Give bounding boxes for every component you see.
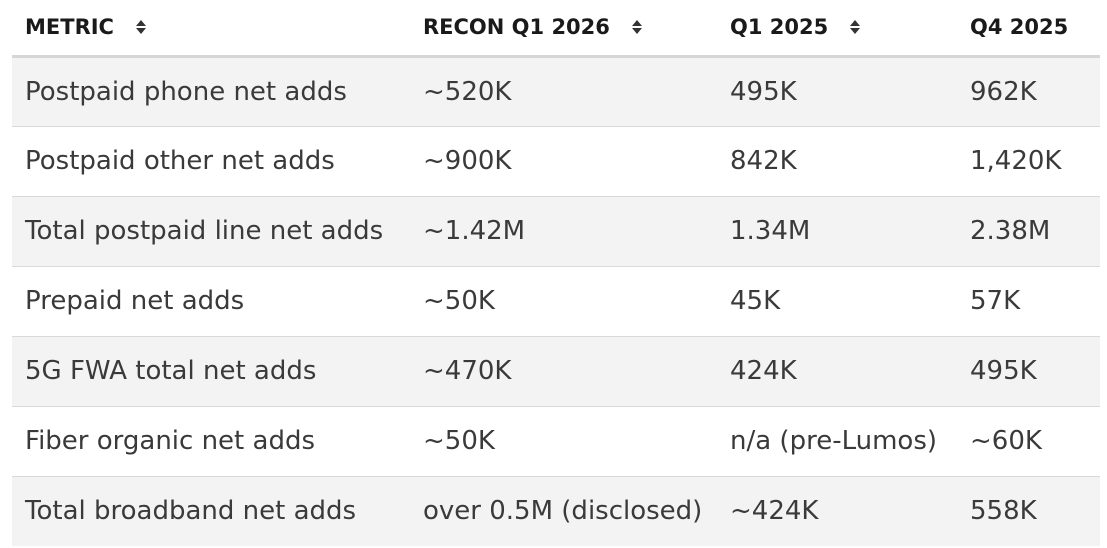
- q4-2025-cell: 962K: [957, 56, 1100, 127]
- recon-q1-2026-cell: ~520K: [410, 56, 717, 127]
- metric-cell: Postpaid other net adds: [12, 126, 410, 197]
- sort-icon[interactable]: [850, 20, 861, 35]
- q1-2025-cell: ~424K: [717, 476, 957, 546]
- recon-q1-2026-cell: ~50K: [410, 406, 717, 477]
- table-row: Postpaid phone net adds ~520K 495K 962K: [12, 56, 1100, 127]
- table-row: Prepaid net adds ~50K 45K 57K: [12, 266, 1100, 337]
- table-row: 5G FWA total net adds ~470K 424K 495K: [12, 336, 1100, 407]
- sort-icon[interactable]: [135, 20, 146, 35]
- q1-2025-cell: 45K: [717, 266, 957, 337]
- q1-2025-cell: 495K: [717, 56, 957, 127]
- metric-cell: 5G FWA total net adds: [12, 336, 410, 407]
- column-header-label: RECON Q1 2026: [423, 15, 610, 40]
- metrics-table: METRIC RECON Q1 2026 Q1 2025: [12, 0, 1100, 546]
- recon-q1-2026-cell: ~900K: [410, 126, 717, 197]
- q4-2025-cell: 495K: [957, 336, 1100, 407]
- table-row: Postpaid other net adds ~900K 842K 1,420K: [12, 126, 1100, 197]
- sort-icon[interactable]: [631, 20, 642, 35]
- q4-2025-cell: 1,420K: [957, 126, 1100, 197]
- recon-q1-2026-cell: ~50K: [410, 266, 717, 337]
- q4-2025-cell: 57K: [957, 266, 1100, 337]
- metric-cell: Total postpaid line net adds: [12, 196, 410, 267]
- q4-2025-cell: 2.38M: [957, 196, 1100, 267]
- metric-cell: Postpaid phone net adds: [12, 56, 410, 127]
- q1-2025-cell: n/a (pre-Lumos): [717, 406, 957, 477]
- column-header-label: Q1 2025: [730, 15, 829, 40]
- data-table-container: METRIC RECON Q1 2026 Q1 2025: [12, 0, 1100, 546]
- recon-q1-2026-cell: ~1.42M: [410, 196, 717, 267]
- column-header-metric[interactable]: METRIC: [12, 0, 410, 58]
- table-row: Total postpaid line net adds ~1.42M 1.34M 2…: [12, 196, 1100, 267]
- recon-q1-2026-cell: over 0.5M (disclosed): [410, 476, 717, 546]
- metric-cell: Fiber organic net adds: [12, 406, 410, 477]
- column-header-q1-2025[interactable]: Q1 2025: [717, 0, 957, 58]
- metric-cell: Prepaid net adds: [12, 266, 410, 337]
- table-row: Total broadband net adds over 0.5M (discl…: [12, 476, 1100, 546]
- recon-q1-2026-cell: ~470K: [410, 336, 717, 407]
- q4-2025-cell: ~60K: [957, 406, 1100, 477]
- metric-cell: Total broadband net adds: [12, 476, 410, 546]
- column-header-label: METRIC: [25, 15, 114, 40]
- column-header-q4-2025: Q4 2025: [957, 0, 1100, 58]
- q1-2025-cell: 1.34M: [717, 196, 957, 267]
- table-body: Postpaid phone net adds ~520K 495K 962K Post…: [12, 56, 1100, 546]
- table-row: Fiber organic net adds ~50K n/a (pre-Lumos…: [12, 406, 1100, 477]
- column-header-recon-q1-2026[interactable]: RECON Q1 2026: [410, 0, 717, 58]
- q1-2025-cell: 424K: [717, 336, 957, 407]
- table-header-row: METRIC RECON Q1 2026 Q1 2025: [12, 0, 1100, 58]
- q1-2025-cell: 842K: [717, 126, 957, 197]
- column-header-label: Q4 2025: [970, 15, 1069, 40]
- q4-2025-cell: 558K: [957, 476, 1100, 546]
